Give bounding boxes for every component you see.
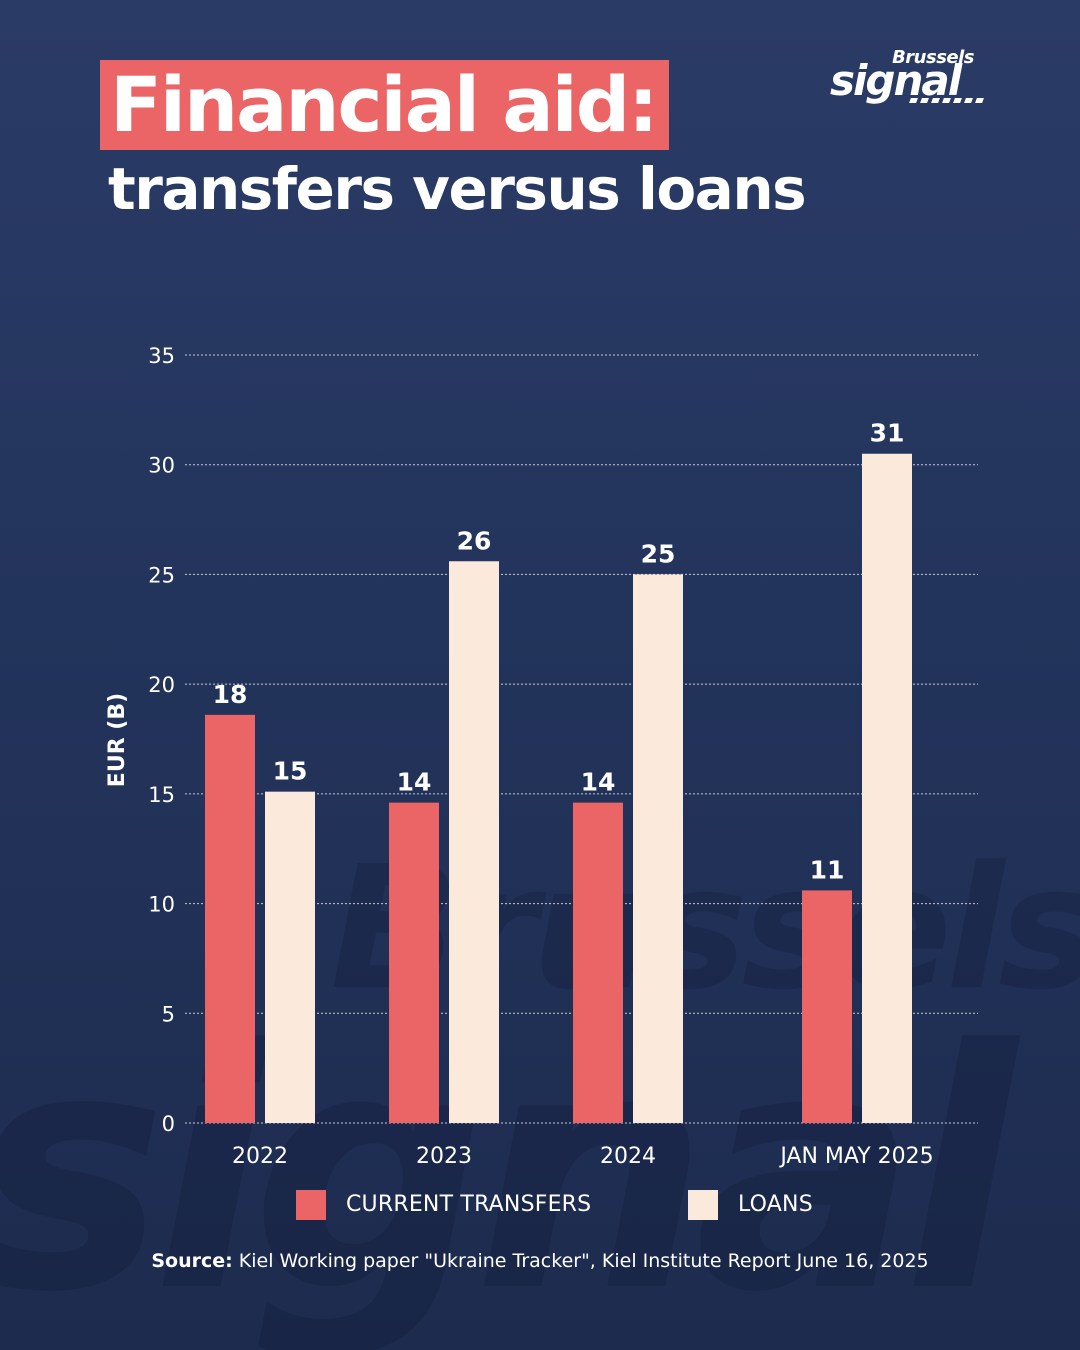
bar xyxy=(265,791,315,1123)
legend: CURRENT TRANSFERS LOANS xyxy=(0,1190,1080,1224)
data-label: 14 xyxy=(397,768,432,797)
brussels-signal-logo: Brussels signal xyxy=(826,48,986,108)
bar-chart: 0 5 10 15 20 25 30 35 EUR (B) 18 15 2022 14 26 2023 14 2… xyxy=(105,344,978,1169)
y-tick-label: 10 xyxy=(148,893,175,917)
y-tick-label: 5 xyxy=(162,1002,175,1026)
y-tick-label: 30 xyxy=(148,454,175,478)
source-label: Source: xyxy=(151,1250,233,1272)
legend-swatch-transfers xyxy=(296,1190,326,1220)
x-tick-label: 2024 xyxy=(600,1144,656,1169)
legend-swatch-loans xyxy=(688,1190,718,1220)
logo-dashes xyxy=(909,98,984,103)
legend-item-transfers: CURRENT TRANSFERS xyxy=(296,1190,591,1220)
legend-label-transfers: CURRENT TRANSFERS xyxy=(346,1192,592,1217)
bar xyxy=(633,574,683,1123)
bar xyxy=(389,802,439,1123)
data-label: 31 xyxy=(870,419,905,448)
title-highlight: Financial aid: xyxy=(100,60,669,150)
legend-label-loans: LOANS xyxy=(738,1192,813,1217)
logo-main-text: signal xyxy=(830,56,962,105)
x-tick-label: 2022 xyxy=(232,1144,288,1169)
data-label: 18 xyxy=(213,680,248,709)
data-label: 14 xyxy=(581,768,616,797)
x-tick-label: JAN MAY 2025 xyxy=(778,1144,933,1169)
bar xyxy=(802,890,852,1123)
bar xyxy=(573,802,623,1123)
logo-top-text: Brussels xyxy=(892,47,974,68)
y-tick-label: 35 xyxy=(148,344,175,368)
bar xyxy=(862,453,912,1123)
source-text: Kiel Working paper "Ukraine Tracker", Ki… xyxy=(232,1250,929,1272)
y-tick-label: 20 xyxy=(148,673,175,697)
bar xyxy=(205,714,255,1123)
data-label: 25 xyxy=(641,539,676,568)
y-tick-label: 0 xyxy=(162,1112,175,1136)
subtitle: transfers versus loans xyxy=(108,155,807,223)
y-tick-label: 25 xyxy=(148,563,175,587)
data-label: 26 xyxy=(457,526,492,555)
y-axis-label: EUR (B) xyxy=(105,693,130,787)
bar xyxy=(449,561,499,1123)
y-tick-label: 15 xyxy=(148,783,175,807)
x-tick-label: 2023 xyxy=(416,1144,472,1169)
data-label: 11 xyxy=(810,855,845,884)
data-label: 15 xyxy=(273,757,308,786)
source-note: Source: Kiel Working paper "Ukraine Trac… xyxy=(0,1248,1080,1274)
legend-item-loans: LOANS xyxy=(688,1190,813,1220)
